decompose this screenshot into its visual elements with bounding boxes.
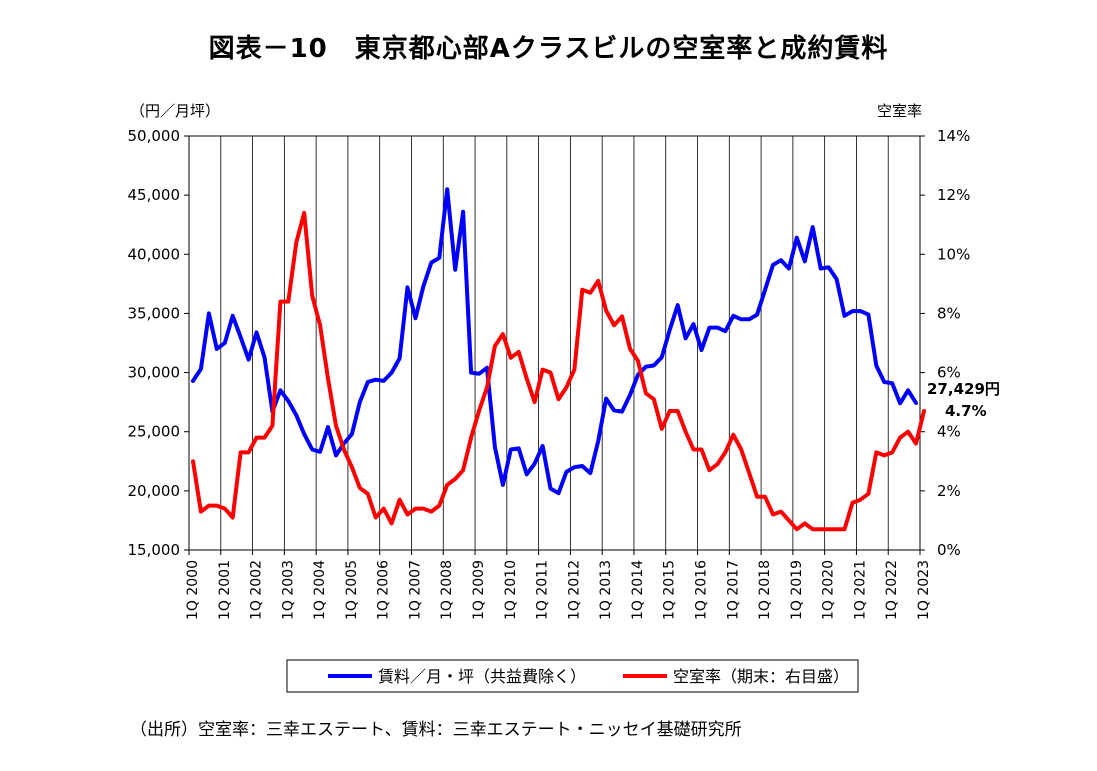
y-left-tick-label: 35,000 (128, 304, 181, 322)
x-tick-label: 1Q 2019 (789, 560, 805, 620)
legend: 賃料／月・坪（共益費除く） 空室率（期末：右目盛） (286, 659, 859, 693)
annotation-rent-latest: 27,429円 (927, 380, 1000, 398)
x-tick-label: 1Q 2018 (757, 560, 773, 620)
y-right-tick-label: 8% (937, 304, 961, 322)
series-line-rent (191, 187, 918, 496)
series-lines (191, 187, 926, 532)
y-right-tick-label: 2% (937, 482, 961, 500)
x-tick-label: 1Q 2022 (884, 560, 900, 620)
x-tick-label: 1Q 2012 (566, 560, 582, 620)
x-tick-label: 1Q 2001 (217, 560, 233, 620)
chart-title: 図表－10 東京都心部Aクラスビルの空室率と成約賃料 (208, 34, 889, 64)
y-left-tick-label: 15,000 (128, 541, 181, 559)
y-left-tick-label: 50,000 (128, 127, 181, 145)
y-left-tick-label: 30,000 (128, 364, 181, 382)
y-left-tick-label: 45,000 (128, 186, 181, 204)
x-tick-label: 1Q 2013 (598, 560, 614, 620)
grid-lines (220, 136, 921, 550)
x-tick-label: 1Q 2015 (662, 560, 678, 620)
x-tick-label: 1Q 2006 (376, 560, 392, 620)
axes: 1Q 2000 1Q 2001 1Q 2002 1Q 2003 1Q 2004 1Q 20… (128, 127, 971, 620)
x-tick-label: 1Q 2004 (312, 560, 328, 620)
x-tick-label: 1Q 2009 (471, 560, 487, 620)
x-tick-label: 1Q 2003 (280, 560, 296, 620)
x-tick-label: 1Q 2008 (439, 560, 455, 620)
legend-vacancy-label: 空室率（期末：右目盛） (673, 667, 849, 686)
y-left-tick-label: 25,000 (128, 423, 181, 441)
series-line-vacancy (191, 210, 926, 532)
y-right-tick-label: 14% (937, 127, 970, 145)
y-left-tick-label: 40,000 (128, 245, 181, 263)
y-right-axis-label: 空室率 (877, 102, 922, 120)
y-right-tick-label: 10% (937, 245, 970, 263)
x-tick-label: 1Q 2017 (725, 560, 741, 620)
source-note: （出所）空室率：三幸エステート、賃料：三幸エステート・ニッセイ基礎研究所 (130, 720, 742, 740)
y-right-tick-label: 4% (937, 423, 961, 441)
x-tick-label: 1Q 2020 (821, 560, 837, 620)
x-tick-label: 1Q 2007 (407, 560, 423, 620)
x-tick-label: 1Q 2021 (852, 560, 868, 620)
annotation-vacancy-latest: 4.7% (945, 402, 987, 420)
x-tick-label: 1Q 2000 (185, 560, 201, 620)
y-right-tick-label: 0% (937, 541, 961, 559)
y-right-tick-label: 6% (937, 364, 961, 382)
y-left-axis-label: （円／月坪） (130, 102, 220, 120)
x-tick-label: 1Q 2002 (249, 560, 265, 620)
x-tick-label: 1Q 2016 (693, 560, 709, 620)
y-left-tick-label: 20,000 (128, 482, 181, 500)
x-tick-label: 1Q 2011 (535, 560, 551, 620)
x-tick-label: 1Q 2005 (344, 560, 360, 620)
x-tick-label: 1Q 2014 (630, 560, 646, 620)
legend-rent-label: 賃料／月・坪（共益費除く） (378, 667, 586, 686)
legend-box (286, 659, 859, 693)
x-tick-label: 1Q 2010 (503, 560, 519, 620)
plot-frame (188, 135, 921, 551)
y-right-tick-label: 12% (937, 186, 970, 204)
x-tick-label: 1Q 2023 (916, 560, 932, 620)
